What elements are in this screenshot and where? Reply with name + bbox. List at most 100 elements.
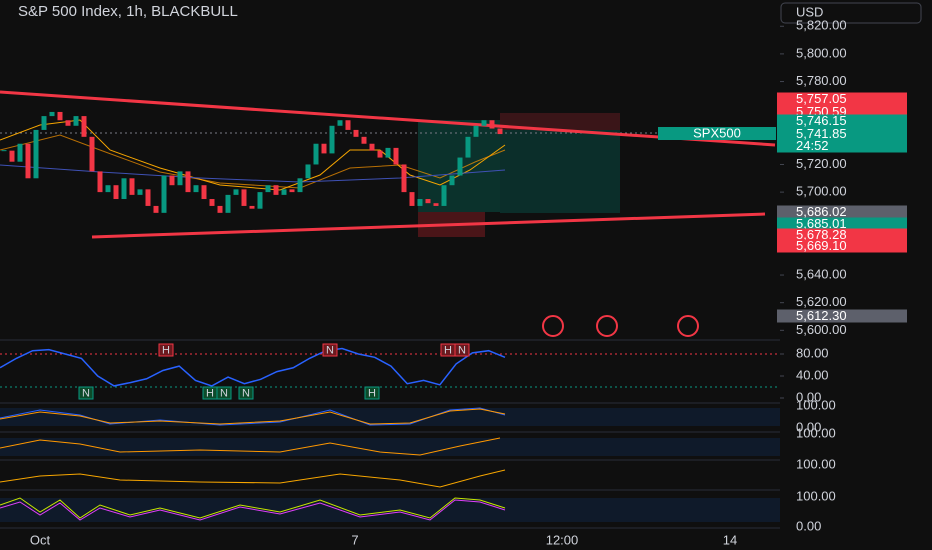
pattern-tag: H (162, 344, 170, 356)
pattern-tag: H (206, 387, 214, 399)
candles (1, 111, 503, 213)
price-tag-bg (777, 239, 907, 253)
candle (417, 199, 423, 206)
x-tick-label: 7 (351, 532, 358, 547)
candle (489, 120, 495, 129)
rsi-tick-label: 80.00 (796, 345, 829, 360)
candle (249, 205, 255, 209)
indicator-tick-label: 100.00 (796, 456, 836, 471)
price-tag-bg (777, 127, 907, 141)
candle (265, 185, 271, 193)
y-tick-label: 5,800.00 (796, 45, 847, 60)
candle (145, 189, 151, 206)
indicator-tick-label: 0.00 (796, 518, 821, 533)
candle (457, 157, 463, 176)
event-icon (677, 315, 699, 337)
pattern-tag: N (326, 344, 334, 356)
price-tag-bg (777, 217, 907, 231)
osc-band (0, 438, 780, 456)
candle (185, 171, 191, 193)
candle (377, 150, 383, 158)
pattern-tag: N (458, 344, 466, 356)
candle (121, 178, 127, 200)
candle (385, 147, 391, 158)
currency[interactable]: USD (796, 4, 823, 19)
x-tick-label: 14 (723, 532, 737, 547)
candle (481, 120, 487, 126)
pattern-tag-bg (454, 343, 470, 357)
pattern-tag-bg (322, 343, 338, 357)
price-tag: 5,685.01 (796, 216, 847, 231)
candle (369, 143, 375, 151)
candle (17, 143, 23, 162)
candle (441, 185, 447, 206)
pattern-tag: N (82, 387, 90, 399)
candle (57, 111, 63, 121)
x-tick-label: Oct (30, 532, 51, 547)
osc-line (0, 499, 506, 521)
pattern-tag: H (368, 387, 376, 399)
candle (169, 175, 175, 186)
y-tick-label: 5,820.00 (796, 18, 847, 33)
price-tag: 5,686.02 (796, 204, 847, 219)
candle (129, 178, 135, 195)
price-tag-bg (777, 205, 907, 219)
candle (497, 128, 503, 135)
candle (113, 185, 119, 200)
y-tick-label: 5,640.00 (796, 266, 847, 281)
candle (353, 129, 359, 137)
candle (241, 189, 247, 206)
pattern-tag-bg (158, 343, 174, 357)
x-tick-label: 12:00 (546, 532, 579, 547)
ma-slow (0, 164, 506, 183)
risk-box (500, 113, 620, 130)
pattern-tag: N (242, 387, 250, 399)
price-tag-bg (777, 92, 907, 106)
candle (321, 143, 327, 154)
pattern-tag-bg (78, 386, 94, 400)
osc-band (0, 498, 780, 522)
candle (49, 111, 55, 117)
pattern-tag: H (444, 344, 452, 356)
symbol-tag: SPX500 (693, 125, 741, 140)
trend-lower (91, 212, 766, 239)
price-tag: 24:52 (796, 138, 829, 153)
pattern-tag: N (220, 387, 228, 399)
price-tag-bg (777, 228, 907, 242)
event-icon (542, 315, 564, 337)
candle (393, 147, 399, 165)
price-axis (780, 0, 932, 550)
candle (409, 192, 415, 206)
pattern-tag-bg (238, 386, 254, 400)
candle (225, 194, 231, 213)
candle (433, 203, 439, 206)
candle (33, 129, 39, 179)
indicator-tick-label: 100.00 (796, 425, 836, 440)
currency-button[interactable] (780, 2, 922, 24)
candle (313, 143, 319, 165)
candle (281, 189, 287, 195)
candle (105, 185, 111, 193)
candle (65, 120, 71, 126)
candle (153, 205, 159, 213)
rsi-line (0, 347, 506, 387)
candle (217, 205, 223, 213)
osc-line (0, 469, 506, 488)
candle (193, 185, 199, 193)
events (542, 315, 699, 337)
price-tag: 5,669.10 (796, 238, 847, 253)
candle (25, 143, 31, 179)
candle (89, 136, 95, 172)
event-icon (596, 315, 618, 337)
pattern-tag-bg (364, 386, 380, 400)
price-tag-bg (777, 114, 907, 128)
osc-line (0, 497, 506, 519)
candle (73, 116, 79, 126)
candle (137, 189, 143, 195)
candle (449, 175, 455, 186)
candle (329, 125, 335, 154)
y-tick-label: 5,720.00 (796, 156, 847, 171)
